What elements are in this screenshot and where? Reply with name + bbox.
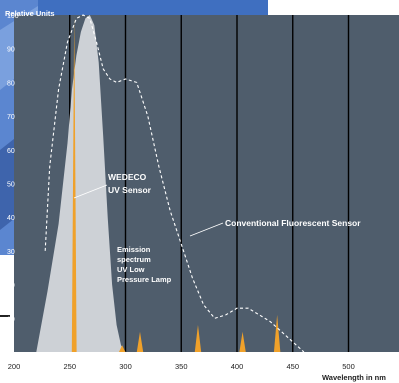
- annotation-emission-line-3: UV Low: [117, 265, 145, 274]
- y-tick-60: 60: [7, 148, 15, 155]
- x-tick-200: 200: [8, 362, 21, 371]
- y-tick-10: 10: [7, 316, 15, 323]
- uv-sensor-area: [36, 15, 126, 352]
- x-tick-400: 400: [231, 362, 244, 371]
- annotation-emission-line-1: Emission: [117, 245, 151, 254]
- emission-line-405: [239, 331, 246, 352]
- y-tick-70: 70: [7, 114, 15, 121]
- y-tick-labels: 10 20 30 40 50 60 70 80 90 100: [7, 13, 19, 323]
- emission-lines: [71, 15, 281, 352]
- x-tick-labels: 200 250 300 350 400 450 500: [8, 362, 355, 371]
- annotation-conventional-leader: [189, 222, 224, 237]
- x-tick-300: 300: [119, 362, 132, 371]
- emission-line-254: [71, 15, 77, 352]
- y-tick-20: 20: [7, 283, 15, 290]
- emission-line-313: [136, 331, 144, 352]
- y-tick-100: 100: [7, 13, 19, 20]
- x-tick-450: 450: [286, 362, 299, 371]
- y-tick-30: 30: [7, 249, 15, 256]
- annotation-wedeco: WEDECO UV Sensor: [73, 172, 152, 199]
- annotation-emission-line-4: Pressure Lamp: [117, 275, 172, 284]
- emission-line-297: [118, 345, 126, 352]
- y-axis-label: Relative Units: [5, 9, 55, 18]
- y-tick-90: 90: [7, 47, 15, 54]
- emission-line-365: [194, 325, 202, 352]
- x-tick-250: 250: [63, 362, 76, 371]
- conventional-sensor-curve: [44, 14, 305, 353]
- y-tick-40: 40: [7, 215, 15, 222]
- series-wedeco-uv-sensor: [36, 15, 126, 352]
- annotation-emission-line-2: spectrum: [117, 255, 151, 264]
- emission-line-436: [273, 314, 281, 352]
- annotation-wedeco-leader: [73, 184, 108, 199]
- annotation-wedeco-line-2: UV Sensor: [108, 185, 152, 195]
- series-conventional-fluorescent-sensor: [44, 14, 305, 353]
- annotation-conventional: Conventional Fluorescent Sensor: [189, 218, 361, 237]
- annotation-conventional-text: Conventional Fluorescent Sensor: [225, 218, 361, 228]
- x-tick-350: 350: [175, 362, 188, 371]
- annotation-emission: Emission spectrum UV Low Pressure Lamp: [117, 245, 172, 284]
- annotation-wedeco-line-1: WEDECO: [108, 172, 147, 182]
- y-tick-80: 80: [7, 80, 15, 87]
- x-axis-label: Wavelength in nm: [322, 373, 386, 382]
- y-tick-50: 50: [7, 182, 15, 189]
- x-tick-500: 500: [342, 362, 355, 371]
